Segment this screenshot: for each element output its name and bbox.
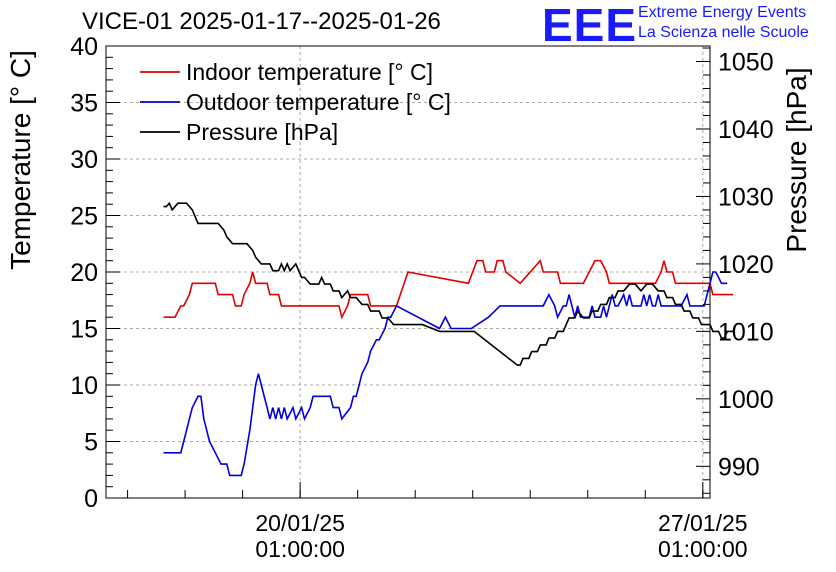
series-line-2	[163, 271, 728, 477]
y-tick-label-right: 1040	[718, 116, 774, 144]
logo-line-1: Extreme Energy Events	[638, 4, 807, 21]
legend-label-3: Pressure [hPa]	[186, 119, 338, 145]
series-line-3	[163, 201, 737, 366]
logo-line-2: La Scienza nelle Scuole	[638, 24, 809, 41]
y-tick-label-left: 5	[84, 429, 98, 457]
y-tick-label-left: 40	[70, 33, 98, 61]
y-tick-label-right: 1020	[718, 251, 774, 279]
y-axis-label-right: Pressure [hPa]	[781, 67, 812, 252]
y-tick-label-right: 1000	[718, 386, 774, 414]
y-tick-label-left: 10	[70, 372, 98, 400]
x-tick-label-date: 27/01/25	[658, 510, 748, 536]
series-line-1	[163, 259, 733, 320]
y-tick-label-left: 15	[70, 316, 98, 344]
eee-logo: EEE	[542, 0, 638, 51]
chart-title: VICE-01 2025-01-17--2025-01-26	[82, 8, 441, 35]
x-tick-label-time: 01:00:00	[658, 536, 748, 562]
axes: 0 5 10 15 20 25 30 35 40 990 1000 1010 1020 1030 1040 1…	[70, 33, 773, 562]
x-tick-label-time: 01:00:00	[255, 536, 345, 562]
series-group	[163, 201, 737, 477]
legend-label-1: Indoor temperature [° C]	[186, 59, 433, 85]
y-tick-label-right: 990	[718, 453, 760, 481]
y-tick-label-left: 30	[70, 146, 98, 174]
y-tick-label-right: 1030	[718, 183, 774, 211]
y-tick-label-left: 0	[84, 485, 98, 513]
legend: Indoor temperature [° C] Outdoor temperat…	[140, 59, 451, 145]
x-tick-label-date: 20/01/25	[255, 510, 345, 536]
y-axis-label-left: Temperature [° C]	[5, 50, 36, 270]
y-tick-label-left: 20	[70, 259, 98, 287]
legend-label-2: Outdoor temperature [° C]	[186, 89, 451, 115]
y-tick-label-right: 1050	[718, 49, 774, 77]
y-tick-label-left: 25	[70, 203, 98, 231]
y-tick-label-left: 35	[70, 90, 98, 118]
y-tick-label-right: 1010	[718, 318, 774, 346]
